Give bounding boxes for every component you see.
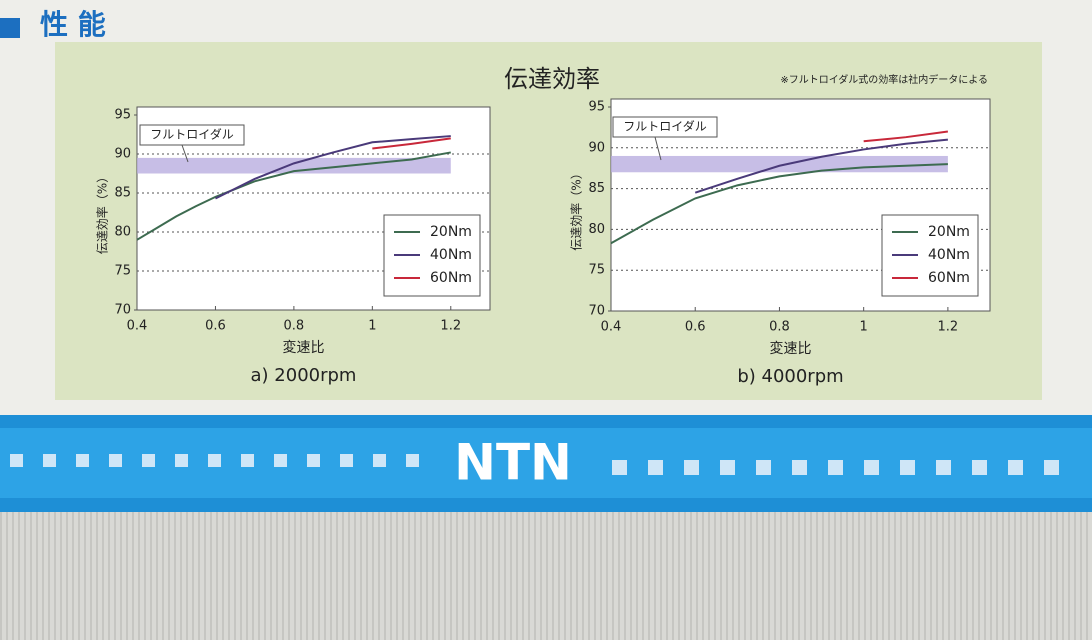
caption: a) 2000rpm	[251, 365, 357, 386]
wall-stripes	[0, 512, 1092, 640]
x-axis-label: 変速比	[770, 340, 812, 357]
decor-square	[208, 454, 221, 467]
y-tick-label: 80	[114, 225, 131, 240]
decor-square	[720, 460, 735, 475]
note: ※フルトロイダル式の効率は社内データによる	[780, 73, 988, 86]
decor-square	[936, 460, 951, 475]
series-line	[214, 135, 451, 200]
x-tick-label: 1	[368, 319, 376, 334]
x-tick-label: 1.2	[440, 319, 461, 334]
decor-squares	[10, 454, 1059, 475]
decor-square	[43, 454, 56, 467]
legend-label: 60Nm	[430, 270, 472, 286]
decor-square	[864, 460, 879, 475]
x-tick-label: 0.6	[205, 319, 226, 334]
x-axis-label: 変速比	[283, 339, 325, 356]
decor-square	[307, 454, 320, 467]
legend-label: 40Nm	[928, 247, 970, 263]
x-tick-label: 0.6	[685, 320, 706, 335]
decor-square	[1008, 460, 1023, 475]
decor-square	[828, 460, 843, 475]
band-label-box	[612, 116, 718, 138]
decor-square	[900, 460, 915, 475]
y-axis-label: 伝達効率（%）	[569, 167, 584, 250]
series-line	[863, 130, 949, 143]
series-line	[372, 137, 451, 150]
y-tick-label: 90	[588, 140, 605, 155]
y-tick-label: 90	[114, 147, 131, 162]
legend-label: 60Nm	[928, 270, 970, 286]
x-tick-label: 0.4	[127, 319, 148, 334]
y-tick-label: 80	[588, 222, 605, 237]
header: 性 能	[40, 8, 106, 41]
decor-square	[76, 454, 89, 467]
band-label: フルトロイダル	[623, 119, 707, 134]
y-axis-label: 伝達効率（%）	[95, 171, 110, 254]
y-tick-label: 85	[588, 181, 605, 196]
x-tick-label: 0.4	[601, 320, 622, 335]
y-tick-label: 75	[114, 264, 131, 279]
series-line	[136, 151, 451, 241]
decor-square	[648, 460, 663, 475]
decor-square	[406, 454, 419, 467]
decor-square	[972, 460, 987, 475]
decor-square	[142, 454, 155, 467]
x-tick-label: 0.8	[284, 319, 305, 334]
series-line	[694, 138, 948, 194]
logo: NTN	[454, 434, 572, 492]
decor-square	[373, 454, 386, 467]
decor-square	[274, 454, 287, 467]
y-tick-label: 70	[588, 304, 605, 319]
band	[137, 157, 451, 174]
decor-square	[241, 454, 254, 467]
decor-square	[340, 454, 353, 467]
y-tick-label: 95	[588, 100, 605, 115]
decor-square	[109, 454, 122, 467]
header-icon	[0, 18, 20, 38]
decor-square	[1044, 460, 1059, 475]
decor-square	[612, 460, 627, 475]
legend-label: 20Nm	[928, 224, 970, 240]
decor-square	[684, 460, 699, 475]
decor-square	[792, 460, 807, 475]
y-tick-label: 70	[114, 303, 131, 318]
caption: b) 4000rpm	[737, 366, 843, 387]
y-tick-label: 95	[114, 108, 131, 123]
band-pointer	[654, 136, 662, 161]
x-tick-label: 1	[860, 320, 868, 335]
x-tick-label: 0.8	[769, 320, 790, 335]
series-line	[610, 163, 948, 245]
legend-label: 40Nm	[430, 247, 472, 263]
y-tick-label: 85	[114, 186, 131, 201]
decor-square	[10, 454, 23, 467]
x-tick-label: 1.2	[938, 320, 959, 335]
y-tick-label: 75	[588, 263, 605, 278]
band-pointer	[181, 144, 189, 163]
decor-square	[756, 460, 771, 475]
band-label-box	[139, 124, 245, 146]
decor-square	[175, 454, 188, 467]
band-label: フルトロイダル	[150, 127, 234, 142]
main-title: 伝達効率	[504, 65, 600, 93]
band	[611, 155, 948, 173]
legend-label: 20Nm	[430, 224, 472, 240]
